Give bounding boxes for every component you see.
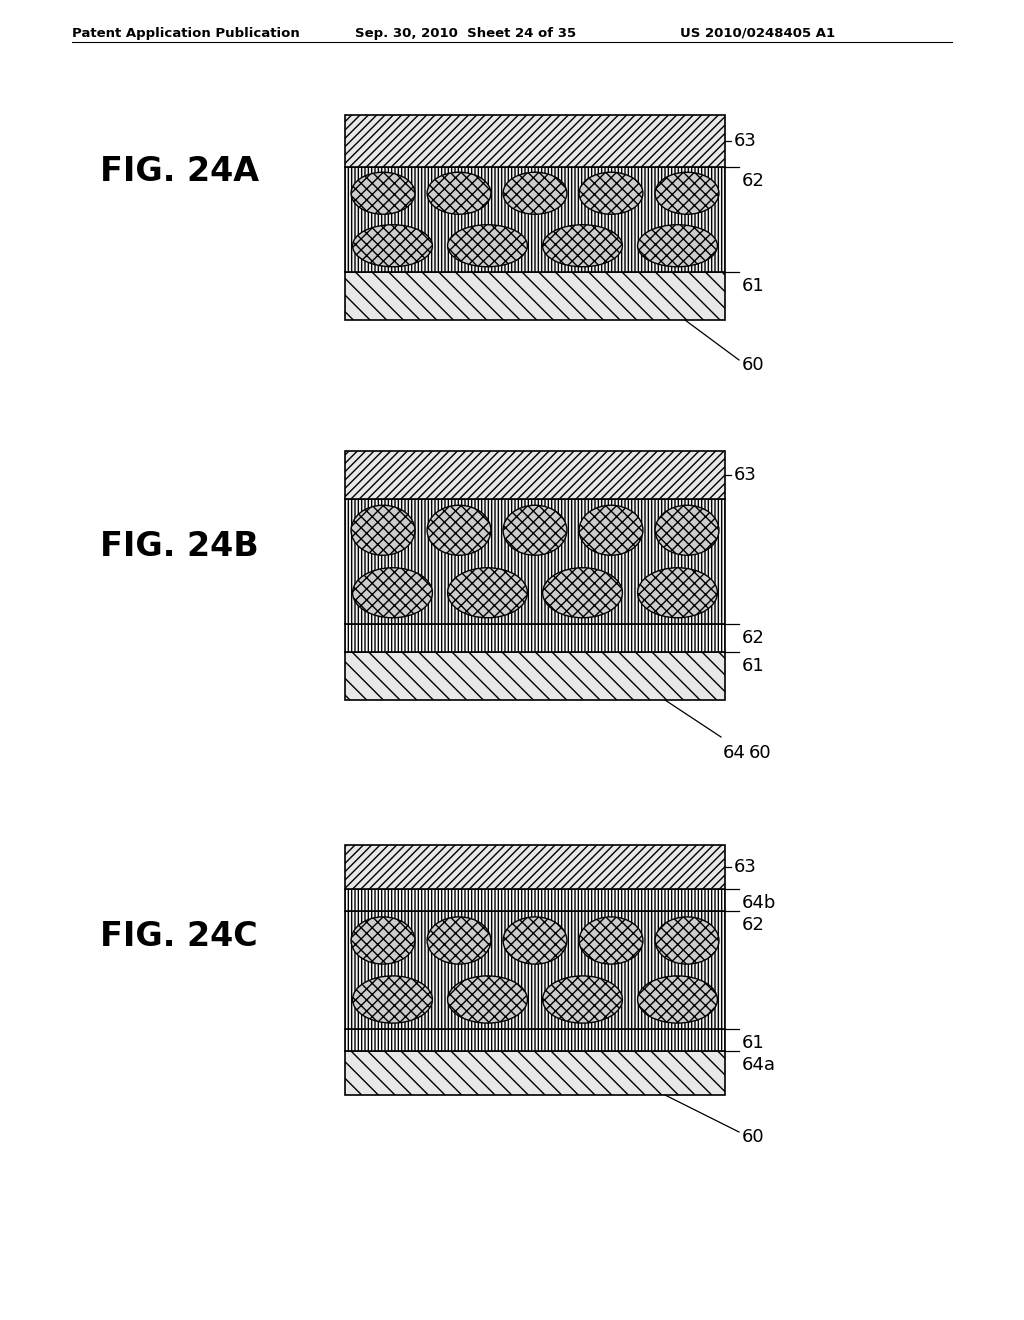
Ellipse shape: [543, 224, 623, 267]
Bar: [345, 845, 725, 888]
Text: FIG. 24A: FIG. 24A: [100, 154, 259, 187]
Text: 64b: 64b: [742, 894, 776, 912]
Text: 60: 60: [749, 744, 772, 762]
Bar: [345, 1030, 725, 1051]
Bar: [345, 451, 725, 499]
Ellipse shape: [503, 917, 567, 964]
Text: US 2010/0248405 A1: US 2010/0248405 A1: [680, 26, 836, 40]
Ellipse shape: [351, 506, 415, 556]
Ellipse shape: [580, 172, 643, 214]
Ellipse shape: [351, 172, 415, 214]
Text: 60: 60: [742, 1129, 765, 1146]
Bar: [345, 624, 725, 652]
Text: 63: 63: [734, 132, 757, 150]
Ellipse shape: [580, 506, 643, 556]
Bar: [345, 911, 725, 1030]
Bar: [345, 1051, 725, 1096]
Ellipse shape: [503, 506, 567, 556]
Ellipse shape: [503, 172, 567, 214]
Ellipse shape: [447, 568, 527, 618]
Bar: [345, 168, 725, 272]
Ellipse shape: [638, 568, 718, 618]
Text: Sep. 30, 2010  Sheet 24 of 35: Sep. 30, 2010 Sheet 24 of 35: [355, 26, 577, 40]
Ellipse shape: [427, 917, 490, 964]
Text: 61: 61: [742, 277, 765, 294]
Bar: [345, 888, 725, 911]
Text: 62: 62: [742, 630, 765, 647]
Text: 61: 61: [742, 657, 765, 675]
Text: 62: 62: [742, 172, 765, 190]
Text: 61: 61: [742, 1034, 765, 1052]
Ellipse shape: [352, 568, 432, 618]
Text: Patent Application Publication: Patent Application Publication: [72, 26, 300, 40]
Text: 64a: 64a: [742, 1056, 776, 1074]
Ellipse shape: [351, 917, 415, 964]
Ellipse shape: [655, 172, 719, 214]
Text: FIG. 24B: FIG. 24B: [100, 531, 259, 564]
Ellipse shape: [543, 975, 623, 1023]
Ellipse shape: [352, 975, 432, 1023]
Ellipse shape: [427, 172, 490, 214]
Text: 63: 63: [734, 466, 757, 484]
Ellipse shape: [638, 224, 718, 267]
Ellipse shape: [427, 506, 490, 556]
Bar: [345, 115, 725, 168]
Text: 60: 60: [742, 356, 765, 374]
Ellipse shape: [447, 975, 527, 1023]
Ellipse shape: [543, 568, 623, 618]
Ellipse shape: [352, 224, 432, 267]
Text: 62: 62: [742, 916, 765, 935]
Bar: [345, 499, 725, 624]
Ellipse shape: [447, 224, 527, 267]
Bar: [345, 652, 725, 700]
Ellipse shape: [655, 506, 719, 556]
Text: FIG. 24C: FIG. 24C: [100, 920, 258, 953]
Ellipse shape: [638, 975, 718, 1023]
Ellipse shape: [655, 917, 719, 964]
Bar: [345, 272, 725, 319]
Text: 64: 64: [723, 744, 745, 762]
Ellipse shape: [580, 917, 643, 964]
Text: 63: 63: [734, 858, 757, 876]
